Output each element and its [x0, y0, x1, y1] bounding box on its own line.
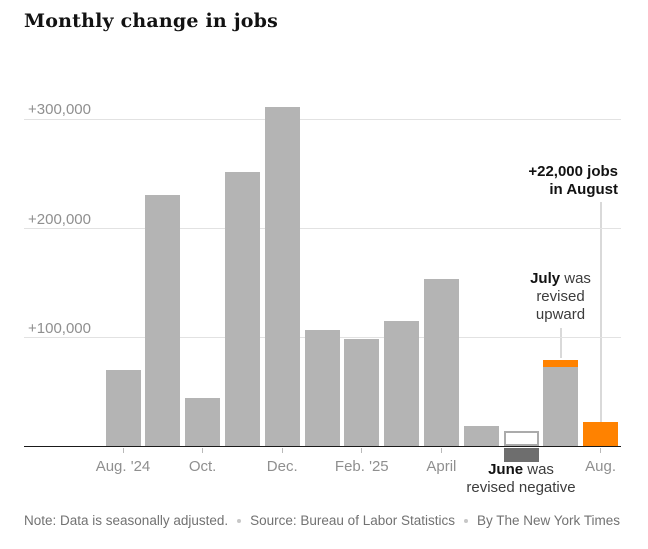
bar-mar-25	[384, 320, 420, 447]
footer-separator	[464, 518, 468, 523]
gridline-300-000	[24, 118, 621, 120]
x-axis-line	[24, 445, 621, 448]
annotation-july-line2: revised	[536, 288, 585, 305]
y-axis-label-100-000: +100,000	[28, 319, 91, 337]
x-tick-label-feb-25: Feb. '25	[334, 458, 389, 475]
bar-apr-25	[423, 279, 459, 447]
x-tick-april	[440, 448, 442, 453]
footer-source: Source: Bureau of Labor Statistics	[250, 513, 455, 528]
annotation-august-line1: +22,000 jobs	[528, 163, 618, 180]
bar-may-25	[463, 425, 499, 447]
bar-sep-24	[145, 195, 181, 447]
bar-feb-25	[344, 339, 380, 447]
annotation-july-line1: July was	[500, 270, 621, 288]
x-tick-label-april: April	[426, 458, 457, 475]
x-tick-aug	[600, 448, 602, 453]
annotation-june-line2: revised negative	[466, 479, 576, 496]
x-tick-label-oct: Oct.	[188, 458, 217, 475]
annotation-june-rest: was	[523, 461, 554, 478]
x-tick-label-aug-24: Aug. '24	[95, 458, 151, 475]
y-axis-label-200-000: +200,000	[28, 210, 91, 228]
july-leader-line	[560, 328, 562, 358]
bar-june-25-previous-estimate	[503, 431, 539, 447]
annotation-july-line3: upward	[535, 306, 586, 323]
footer: Note: Data is seasonally adjusted. Sourc…	[24, 513, 620, 528]
gridline-200-000	[24, 228, 621, 230]
footer-note: Note: Data is seasonally adjusted.	[24, 513, 229, 528]
bar-aug-25	[583, 422, 619, 447]
annotation-june: June was revised negative	[445, 461, 597, 497]
bar-aug-24	[105, 370, 141, 447]
bar-june-25-revised-negative	[503, 448, 539, 463]
x-tick-dec	[281, 448, 283, 453]
annotation-july: July was revised upward	[500, 270, 621, 324]
chart-title: Monthly change in jobs	[24, 10, 279, 32]
annotation-august-line2: in August	[549, 181, 618, 198]
y-axis-label-300-000: +300,000	[28, 101, 91, 119]
bar-july-25-revision-cap	[543, 360, 579, 367]
bar-dec-24	[264, 106, 300, 447]
annotation-july-bold: July	[530, 270, 561, 287]
annotation-august: +22,000 jobs in August	[528, 163, 618, 199]
x-tick-label-aug: Aug.	[585, 458, 617, 475]
bar-july-25	[543, 366, 579, 447]
x-tick-label-dec: Dec.	[266, 458, 298, 475]
annotation-june-line1: June was	[445, 461, 597, 479]
x-tick-aug-24	[122, 448, 124, 453]
x-tick-oct	[202, 448, 204, 453]
x-tick-feb-25	[361, 448, 363, 453]
annotation-june-bold: June	[488, 461, 524, 478]
bar-nov-24	[224, 172, 260, 447]
footer-byline: By The New York Times	[477, 513, 621, 528]
footer-separator	[237, 518, 242, 523]
august-leader-line	[600, 202, 602, 422]
bar-oct-24	[185, 398, 221, 447]
bar-jan-25	[304, 329, 340, 447]
annotation-july-rest: was	[560, 270, 591, 287]
